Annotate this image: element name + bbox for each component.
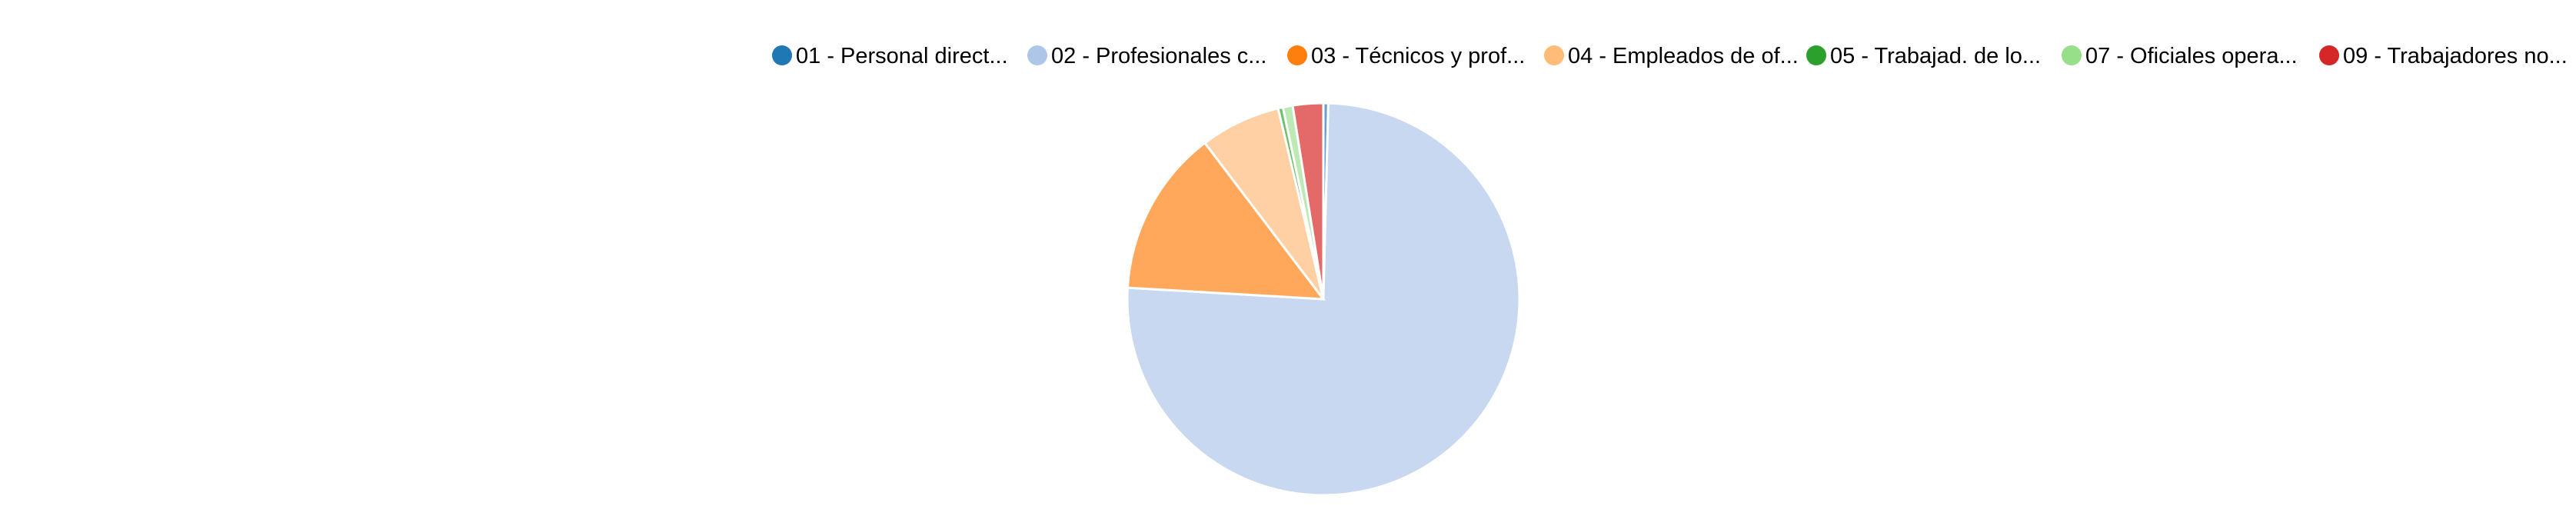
legend-item[interactable]: 07 - Oficiales opera... (2062, 44, 2298, 68)
legend-label: 01 - Personal direct... (796, 44, 1008, 68)
legend-swatch (772, 45, 792, 65)
legend-item[interactable]: 04 - Empleados de of... (1544, 44, 1799, 68)
legend-swatch (2062, 45, 2082, 65)
legend-item[interactable]: 09 - Trabajadores no... (2319, 44, 2568, 68)
legend-swatch (1806, 45, 1826, 65)
legend-label: 02 - Profesionales c... (1051, 44, 1266, 68)
legend-swatch (2319, 45, 2339, 65)
legend-label: 09 - Trabajadores no... (2343, 44, 2568, 68)
pie-slices (1126, 102, 1521, 497)
legend: 01 - Personal direct... 02 - Profesionale… (772, 44, 2568, 68)
legend-item[interactable]: 03 - Técnicos y prof... (1287, 44, 1525, 68)
pie-slice[interactable] (1291, 102, 1325, 300)
pie-slice[interactable] (1126, 141, 1326, 301)
legend-item[interactable]: 02 - Profesionales c... (1027, 44, 1266, 68)
legend-label: 05 - Trabajad. de lo... (1830, 44, 2041, 68)
legend-swatch (1287, 45, 1307, 65)
legend-label: 07 - Oficiales opera... (2085, 44, 2298, 68)
legend-label: 03 - Técnicos y prof... (1311, 44, 1525, 68)
legend-swatch (1544, 45, 1564, 65)
legend-item[interactable]: 05 - Trabajad. de lo... (1806, 44, 2041, 68)
legend-item[interactable]: 01 - Personal direct... (772, 44, 1008, 68)
legend-swatch (1027, 45, 1047, 65)
legend-label: 04 - Empleados de of... (1568, 44, 1799, 68)
